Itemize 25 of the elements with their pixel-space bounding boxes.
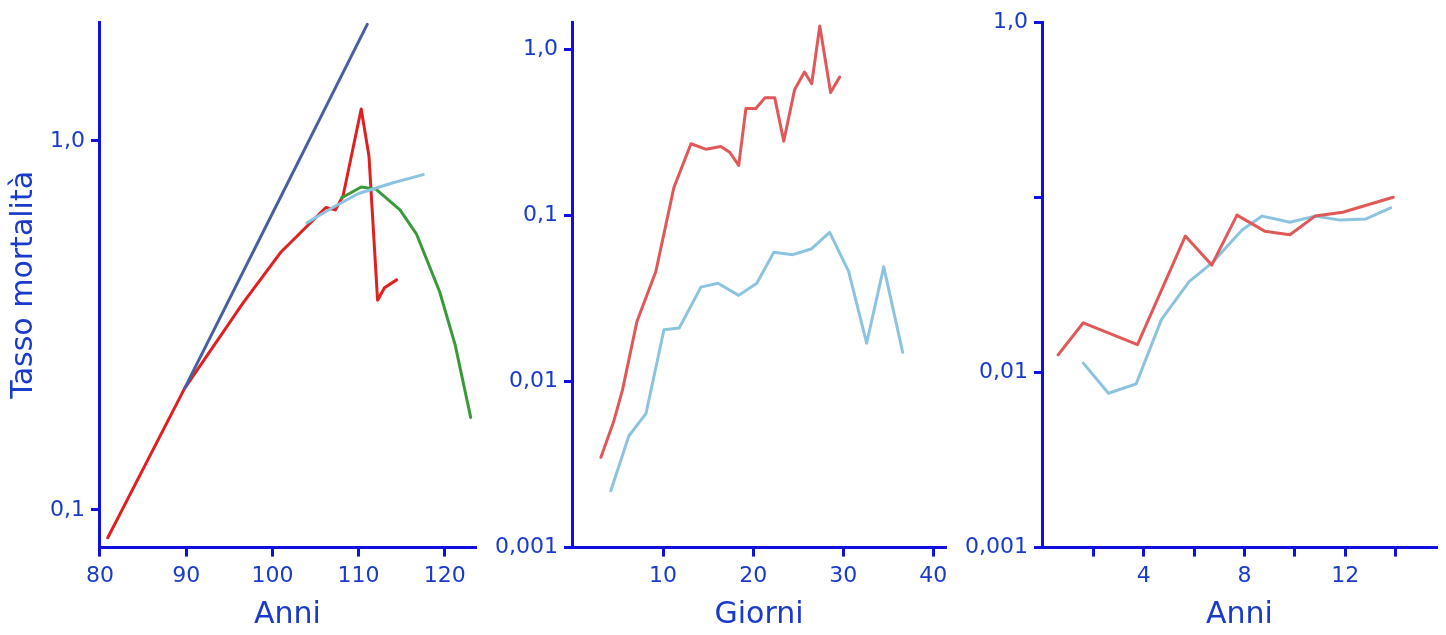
x-tick-label: 40: [919, 561, 948, 587]
x-tick-label: 10: [649, 561, 678, 587]
y-tick-label: 1,0: [522, 35, 558, 61]
x-tick-label: 20: [739, 561, 768, 587]
x-axis-title: Anni: [254, 594, 321, 630]
y-tick-label: 0,01: [509, 367, 558, 393]
x-axis-title: Anni: [1206, 594, 1273, 630]
y-tick-label: 0,001: [965, 533, 1028, 559]
x-tick-label: 8: [1237, 561, 1252, 587]
y-tick-label: 1,0: [49, 126, 85, 152]
x-tick-label: 100: [251, 561, 294, 587]
y-tick-label: 0,001: [495, 533, 558, 559]
x-tick-label: 30: [829, 561, 858, 587]
x-tick-label: 110: [337, 561, 380, 587]
y-tick-label: 0,01: [979, 358, 1028, 384]
y-axis-title: Tasso mortalità: [3, 170, 39, 400]
x-tick-label: 12: [1331, 561, 1360, 587]
x-tick-label: 120: [423, 561, 466, 587]
x-tick-label: 4: [1136, 561, 1151, 587]
x-tick-label: 80: [85, 561, 114, 587]
x-tick-label: 90: [172, 561, 201, 587]
y-tick-label: 0,1: [49, 495, 85, 521]
x-axis-title: Giorni: [714, 594, 804, 630]
y-tick-label: 1,0: [992, 7, 1028, 33]
y-tick-label: 0,1: [522, 201, 558, 227]
